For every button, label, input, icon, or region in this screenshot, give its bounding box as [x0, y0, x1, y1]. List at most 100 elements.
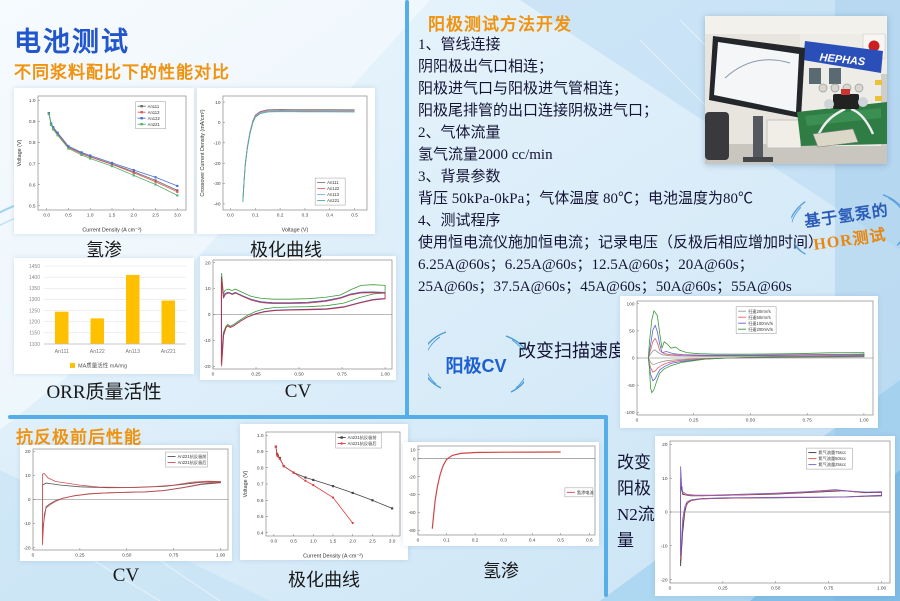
svg-text:An221: An221 [161, 349, 176, 355]
chart-cv-compare: 0 0.25 0.50 0.75 1.00 20 10 0 -10 -20 [200, 256, 396, 380]
svg-text:0.5: 0.5 [557, 538, 564, 544]
svg-text:An122: An122 [327, 186, 340, 191]
chart-caption: CV [284, 381, 312, 402]
divider-horizontal [8, 415, 608, 419]
svg-text:0.4: 0.4 [257, 530, 264, 536]
svg-text:An122: An122 [90, 349, 105, 355]
method-line: 氢气流量2000 cc/min [418, 147, 553, 163]
svg-text:Voltage (V): Voltage (V) [243, 470, 249, 497]
equipment-photo: HEPHAS [705, 16, 887, 164]
page-title: 电池测试 [14, 27, 130, 57]
svg-text:-60: -60 [409, 510, 416, 516]
svg-text:3.0: 3.0 [174, 213, 181, 219]
svg-text:2.0: 2.0 [130, 213, 137, 219]
svg-text:1.00: 1.00 [859, 418, 869, 424]
svg-text:0: 0 [669, 586, 672, 592]
svg-text:0.75: 0.75 [824, 586, 834, 592]
chart-caption: 极化曲线 [288, 570, 360, 590]
svg-text:-10: -10 [214, 141, 221, 147]
brand-text: HEPHAS [819, 52, 867, 69]
svg-text:0.25: 0.25 [689, 418, 699, 424]
method-line: 2、气体流量 [418, 125, 501, 141]
svg-text:0: 0 [417, 538, 420, 544]
svg-text:0.9: 0.9 [257, 449, 264, 455]
svg-text:0.6: 0.6 [257, 498, 264, 504]
section-title-reversal: 抗反极前后性能 [16, 428, 142, 447]
svg-text:1.00: 1.00 [216, 553, 226, 559]
svg-text:An111: An111 [148, 104, 160, 109]
svg-text:0: 0 [208, 312, 211, 318]
chart-caption: 氢渗 [86, 240, 122, 260]
method-line: 背压 50kPa-0kPa；气体温度 80℃；电池温度为80℃ [418, 191, 753, 207]
svg-text:20: 20 [662, 442, 668, 448]
svg-text:1.0: 1.0 [29, 98, 36, 104]
svg-text:An111: An111 [327, 180, 339, 185]
svg-text:2.5: 2.5 [369, 539, 376, 545]
svg-text:氮气流量25scc: 氮气流量25scc [818, 461, 846, 468]
svg-text:0.50: 0.50 [294, 372, 304, 378]
svg-text:0.6: 0.6 [586, 538, 593, 544]
svg-text:An221: An221 [327, 198, 340, 203]
svg-text:0.7: 0.7 [29, 161, 36, 167]
svg-text:0.2: 0.2 [472, 538, 479, 544]
test-bench [797, 89, 887, 148]
svg-text:10: 10 [215, 100, 221, 106]
svg-text:氮气流量50scc: 氮气流量50scc [818, 455, 846, 462]
svg-text:Crossover Current Density (mA/: Crossover Current Density (mA/cm²) [200, 109, 206, 196]
svg-text:0.25: 0.25 [75, 553, 85, 559]
svg-text:50: 50 [629, 329, 635, 335]
svg-text:-10: -10 [204, 338, 211, 344]
svg-text:0.75: 0.75 [337, 372, 347, 378]
brand-banner: HEPHAS [803, 41, 883, 73]
svg-text:MA质量活性 mA/mg: MA质量活性 mA/mg [78, 362, 127, 370]
svg-text:100: 100 [626, 301, 634, 307]
svg-text:0.75: 0.75 [169, 553, 179, 559]
svg-text:1.0: 1.0 [310, 539, 317, 545]
monitor [709, 36, 805, 162]
method-line: 阴阳极出气口相连； [418, 59, 554, 75]
svg-text:0.25: 0.25 [251, 372, 261, 378]
chair [705, 112, 729, 160]
svg-text:扫速50mV/s: 扫速50mV/s [748, 314, 771, 321]
svg-text:Voltage (V): Voltage (V) [282, 228, 309, 234]
svg-text:氮气流量75scc: 氮气流量75scc [818, 449, 846, 456]
svg-text:-40: -40 [214, 202, 221, 208]
method-line: 6.25A@60s；6.25A@60s；12.5A@60s；20A@60s； [418, 257, 754, 273]
svg-text:An122: An122 [148, 116, 161, 121]
svg-text:1.00: 1.00 [877, 586, 887, 592]
svg-text:0: 0 [632, 356, 635, 362]
svg-text:氢渗电流: 氢渗电流 [577, 489, 595, 496]
svg-text:10: 10 [410, 447, 416, 453]
svg-text:An111: An111 [55, 349, 69, 355]
svg-text:0.6: 0.6 [29, 182, 36, 188]
svg-text:0.25: 0.25 [718, 586, 728, 592]
method-text-block: 1、管线连接 阴阳极出气口相连； 阳极进气口与阳极进气管相连； 阳极尾排管的出口… [418, 34, 888, 298]
svg-text:An221抗反极前: An221抗反极前 [178, 453, 207, 460]
chart-reversal-crossover: 0 0.1 0.2 0.3 0.4 0.5 0.6 10 0 -20 -40 -60 -80 氢渗电流 [403, 442, 599, 546]
svg-text:0.0: 0.0 [271, 539, 278, 545]
svg-text:0.50: 0.50 [771, 586, 781, 592]
badge-anode-cv-label: 阳极CV [445, 356, 507, 376]
svg-text:0.1: 0.1 [443, 538, 450, 544]
svg-text:0.5: 0.5 [257, 514, 264, 520]
svg-text:扫速200mV/s: 扫速200mV/s [748, 326, 773, 333]
svg-text:0.2: 0.2 [277, 213, 284, 219]
method-line: 25A@60s；37.5A@60s；45A@60s；50A@60s；55A@60… [418, 279, 792, 295]
svg-text:0.0: 0.0 [227, 213, 234, 219]
chart-top-left-voltage-current: 0.0 0.5 1.0 1.5 2.0 2.5 3.0 0.5 0.6 0.7 0.8 0.9 1.0 C… [14, 88, 194, 234]
svg-text:1.5: 1.5 [109, 213, 116, 219]
svg-text:-20: -20 [204, 364, 211, 370]
chart-caption: ORR质量活性 [46, 382, 162, 403]
svg-text:1.00: 1.00 [380, 372, 390, 378]
svg-text:0: 0 [28, 497, 31, 503]
caption-change-scan-rate: 改变扫描速度 [518, 341, 626, 361]
svg-text:1100: 1100 [29, 342, 40, 348]
chart-caption: CV [112, 565, 140, 586]
svg-text:0.7: 0.7 [257, 482, 264, 488]
svg-text:-20: -20 [661, 577, 668, 583]
svg-text:1250: 1250 [29, 308, 40, 314]
svg-text:2.5: 2.5 [152, 213, 159, 219]
svg-text:An221抗反极后: An221抗反极后 [178, 459, 207, 466]
svg-text:-50: -50 [628, 383, 635, 389]
svg-text:0: 0 [212, 372, 215, 378]
